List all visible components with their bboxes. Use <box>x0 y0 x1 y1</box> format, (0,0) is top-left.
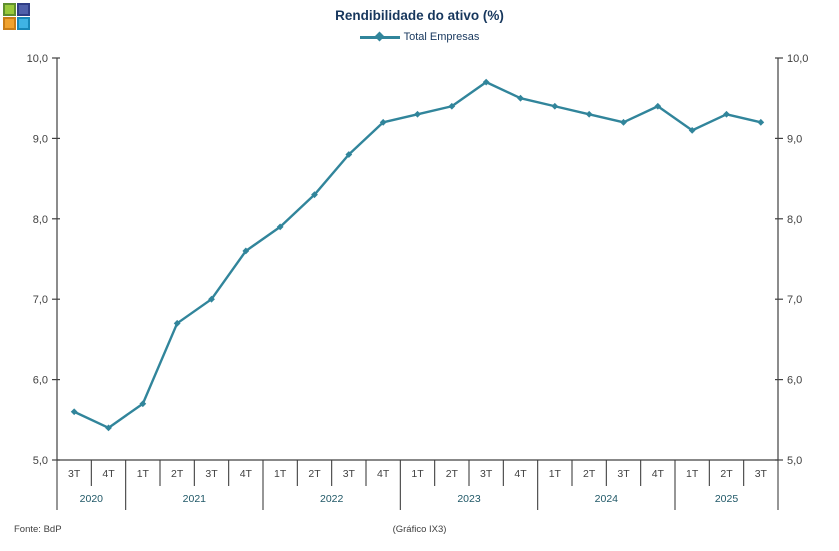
x-quarter-label: 2T <box>446 468 459 480</box>
x-year-label: 2024 <box>595 493 619 505</box>
data-point-marker <box>345 151 353 158</box>
source-note: Fonte: BdP <box>14 524 62 535</box>
x-quarter-label: 4T <box>652 468 665 480</box>
data-point-marker <box>551 102 559 110</box>
x-quarter-label: 3T <box>205 468 218 480</box>
x-quarter-label: 1T <box>137 468 150 480</box>
x-quarter-label: 4T <box>514 468 527 480</box>
data-point-marker <box>448 102 456 110</box>
data-point-marker <box>105 424 112 432</box>
x-quarter-label: 2T <box>583 468 596 480</box>
y-tick-label-right: 9,0 <box>787 133 802 145</box>
logo-square-indigo <box>17 3 30 16</box>
data-point-marker <box>173 319 181 327</box>
y-tick-label-left: 5,0 <box>33 455 48 467</box>
x-quarter-label: 4T <box>240 468 253 480</box>
data-point-marker <box>585 110 593 118</box>
x-quarter-label: 2T <box>720 468 733 480</box>
x-quarter-label: 3T <box>343 468 356 480</box>
data-point-marker <box>723 110 730 118</box>
series-line-total-empresas <box>72 80 763 430</box>
chart-title: Rendibilidade do ativo (%) <box>335 8 504 23</box>
data-point-marker <box>276 223 284 231</box>
x-quarter-label: 1T <box>549 468 562 480</box>
data-point-marker <box>757 118 765 126</box>
logo-square-cyan <box>17 17 30 30</box>
x-quarter-label: 3T <box>755 468 768 480</box>
y-tick-label-right: 8,0 <box>787 214 802 226</box>
legend-line-marker-icon <box>359 31 400 42</box>
x-quarter-label: 2T <box>308 468 321 480</box>
x-quarter-label: 1T <box>274 468 287 480</box>
x-year-label: 2025 <box>715 493 739 505</box>
logo-square-green <box>3 3 16 16</box>
data-point-marker <box>139 400 147 408</box>
x-quarter-label: 2T <box>171 468 184 480</box>
data-point-marker <box>517 94 524 102</box>
data-point-marker <box>654 102 662 110</box>
data-point-marker <box>482 78 490 86</box>
y-tick-label-left: 7,0 <box>33 294 48 306</box>
data-point-marker <box>70 408 78 416</box>
x-year-label: 2021 <box>183 493 207 505</box>
y-tick-label-right: 7,0 <box>787 294 802 306</box>
x-quarter-label: 3T <box>480 468 493 480</box>
y-tick-label-right: 5,0 <box>787 455 802 467</box>
app-logo-icon <box>3 3 31 31</box>
x-year-label: 2020 <box>80 493 104 505</box>
x-quarter-label: 3T <box>68 468 81 480</box>
data-point-marker <box>242 247 250 255</box>
x-quarter-label: 1T <box>686 468 699 480</box>
y-tick-label-left: 8,0 <box>33 214 48 226</box>
y-tick-label-left: 9,0 <box>33 133 48 145</box>
data-point-marker <box>208 295 215 303</box>
chart-caption: (Gráfico IX3) <box>392 524 447 535</box>
x-quarter-label: 1T <box>411 468 424 480</box>
data-point-marker <box>379 118 387 126</box>
data-point-marker <box>620 118 627 126</box>
y-tick-label-left: 6,0 <box>33 375 48 387</box>
x-year-label: 2022 <box>320 493 344 505</box>
y-tick-label-right: 6,0 <box>787 375 802 387</box>
chart-legend: Total Empresas <box>0 31 839 43</box>
data-point-marker <box>414 110 421 118</box>
x-quarter-label: 4T <box>377 468 390 480</box>
data-point-marker <box>688 126 696 134</box>
logo-square-orange <box>3 17 16 30</box>
data-point-marker <box>311 191 318 199</box>
x-quarter-label: 4T <box>102 468 115 480</box>
x-year-label: 2023 <box>457 493 481 505</box>
y-tick-label-left: 10,0 <box>27 53 48 65</box>
y-tick-label-right: 10,0 <box>787 53 808 65</box>
x-quarter-label: 3T <box>617 468 630 480</box>
legend-label: Total Empresas <box>403 31 480 43</box>
